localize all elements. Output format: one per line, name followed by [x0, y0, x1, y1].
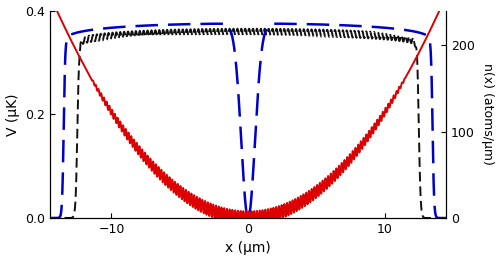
Y-axis label: n(x) (atoms/μm): n(x) (atoms/μm) — [482, 63, 494, 165]
X-axis label: x (μm): x (μm) — [225, 241, 271, 256]
Y-axis label: V (μK): V (μK) — [6, 93, 20, 135]
